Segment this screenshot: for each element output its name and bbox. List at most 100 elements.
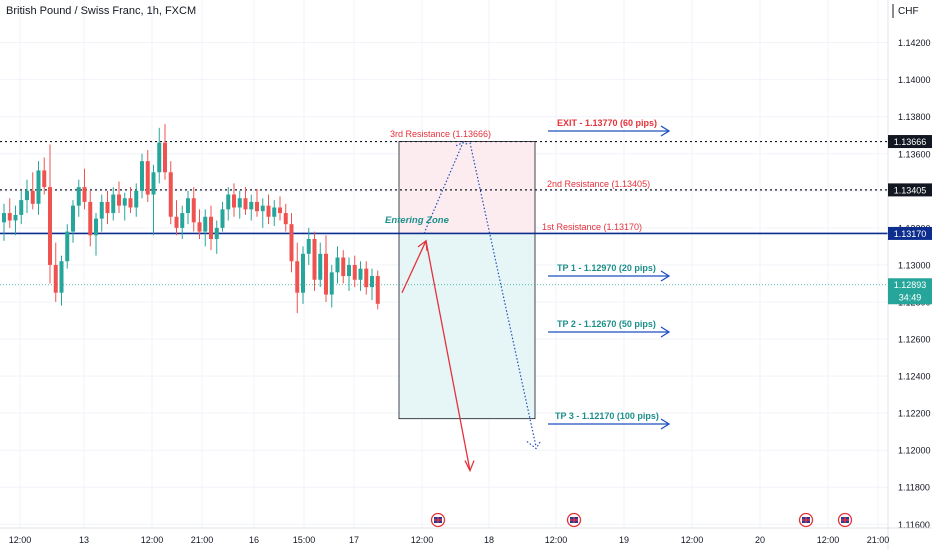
candle <box>278 196 282 221</box>
resistance-3-label: 3rd Resistance (1.13666) <box>390 129 491 139</box>
candle-body <box>260 205 265 212</box>
candle <box>249 194 254 221</box>
candle-body <box>335 257 340 273</box>
drawings <box>401 142 542 473</box>
x-tick-label: 17 <box>349 535 359 545</box>
candle-body <box>174 216 179 228</box>
time-axis[interactable]: 12:00 13 12:00 21:00 16 15:00 17 12:00 18 12:00 19… <box>0 512 932 546</box>
red-arrow-down-head <box>464 460 475 473</box>
candle-body <box>306 238 311 254</box>
candle <box>99 194 104 232</box>
candle <box>88 190 93 247</box>
gbp-flag-event-icon <box>837 512 853 528</box>
blue-dotted-up <box>423 142 464 234</box>
candle <box>243 187 248 215</box>
red-arrow-down <box>425 240 471 471</box>
candle-body <box>140 161 144 191</box>
candle <box>220 201 225 232</box>
trade-zones <box>398 141 536 420</box>
candle <box>375 270 380 310</box>
candle-body <box>30 190 35 204</box>
candle <box>289 213 294 273</box>
candle-body <box>99 201 104 219</box>
level-113666-price-text: 1.13666 <box>894 137 927 147</box>
candle-body <box>111 194 116 214</box>
candle-body <box>243 198 248 210</box>
candle-body <box>94 218 98 236</box>
candle-body <box>59 261 64 293</box>
y-tick-label: 1.11600 <box>898 520 930 530</box>
candle-body <box>283 213 288 225</box>
candle <box>186 190 190 225</box>
grid <box>0 0 888 528</box>
y-tick-label: 1.13000 <box>898 260 931 270</box>
x-tick-label: 19 <box>619 535 629 545</box>
candle <box>94 213 98 256</box>
candle-body <box>347 264 351 277</box>
y-tick-label: 1.13600 <box>898 149 931 159</box>
candle <box>237 190 242 219</box>
x-tick-label: 15:00 <box>293 535 316 545</box>
candle <box>214 220 219 254</box>
candle <box>295 242 300 314</box>
entering-zone-label: Entering Zone <box>385 215 450 226</box>
candle-body <box>329 272 334 295</box>
blue-dotted-down-head <box>526 440 542 450</box>
candle-body <box>145 161 150 195</box>
x-tick-label: 13 <box>79 535 89 545</box>
candle <box>145 150 150 202</box>
candle <box>13 205 18 236</box>
level-last-price-text: 1.12893 <box>894 280 927 290</box>
x-tick-label: 20 <box>755 535 765 545</box>
candle-body <box>105 201 110 214</box>
candle-body <box>318 253 323 280</box>
candle <box>318 242 323 288</box>
candle <box>2 203 6 241</box>
level-113405-price-tag <box>888 183 932 197</box>
candle-body <box>76 187 81 206</box>
y-tick-label: 1.13800 <box>898 112 931 122</box>
level-113170-price-text: 1.13170 <box>894 229 927 239</box>
currency-label: CHF <box>898 6 919 17</box>
candle <box>209 205 213 251</box>
candle <box>347 257 351 291</box>
countdown-text: 34:49 <box>899 293 922 303</box>
tp1-arrow-head <box>660 270 671 282</box>
y-tick-label: 1.12000 <box>898 446 931 456</box>
blue-dotted-down <box>469 142 537 447</box>
resistance-2-label: 2nd Resistance (1.13405) <box>547 179 650 189</box>
annotations: 3rd Resistance (1.13666) 2nd Resistance (… <box>385 118 671 430</box>
candle-body <box>289 224 294 262</box>
level-113666-price-tag <box>888 135 932 149</box>
candle <box>7 198 12 228</box>
level-113405-price-text: 1.13405 <box>894 185 927 195</box>
x-tick-label: 18 <box>484 535 494 545</box>
candle <box>42 157 47 195</box>
y-tick-label: 1.12200 <box>898 409 931 419</box>
resistance-1-label: 1st Resistance (1.13170) <box>542 222 642 232</box>
tp3-arrow-head <box>660 418 671 430</box>
candle <box>82 168 87 210</box>
candle-body <box>312 238 317 280</box>
level-last-price-tag <box>888 278 932 305</box>
price-axis[interactable]: 1.142001.140001.138001.136001.134001.132… <box>887 0 932 550</box>
candle <box>324 235 328 302</box>
candle-body <box>128 198 133 208</box>
tp1-label: TP 1 - 1.12970 (20 pips) <box>557 263 656 273</box>
candle-body <box>25 190 29 201</box>
target-zone <box>398 233 536 420</box>
candle <box>30 172 35 210</box>
candle-body <box>295 261 300 293</box>
candle <box>306 227 311 265</box>
candle-body <box>122 198 127 206</box>
candle <box>301 246 305 304</box>
candle-body <box>36 170 41 204</box>
candle <box>36 161 41 215</box>
candle-body <box>272 207 277 217</box>
candle-body <box>255 201 259 212</box>
candle-body <box>214 227 219 239</box>
candle <box>134 183 139 217</box>
candles <box>2 124 380 314</box>
